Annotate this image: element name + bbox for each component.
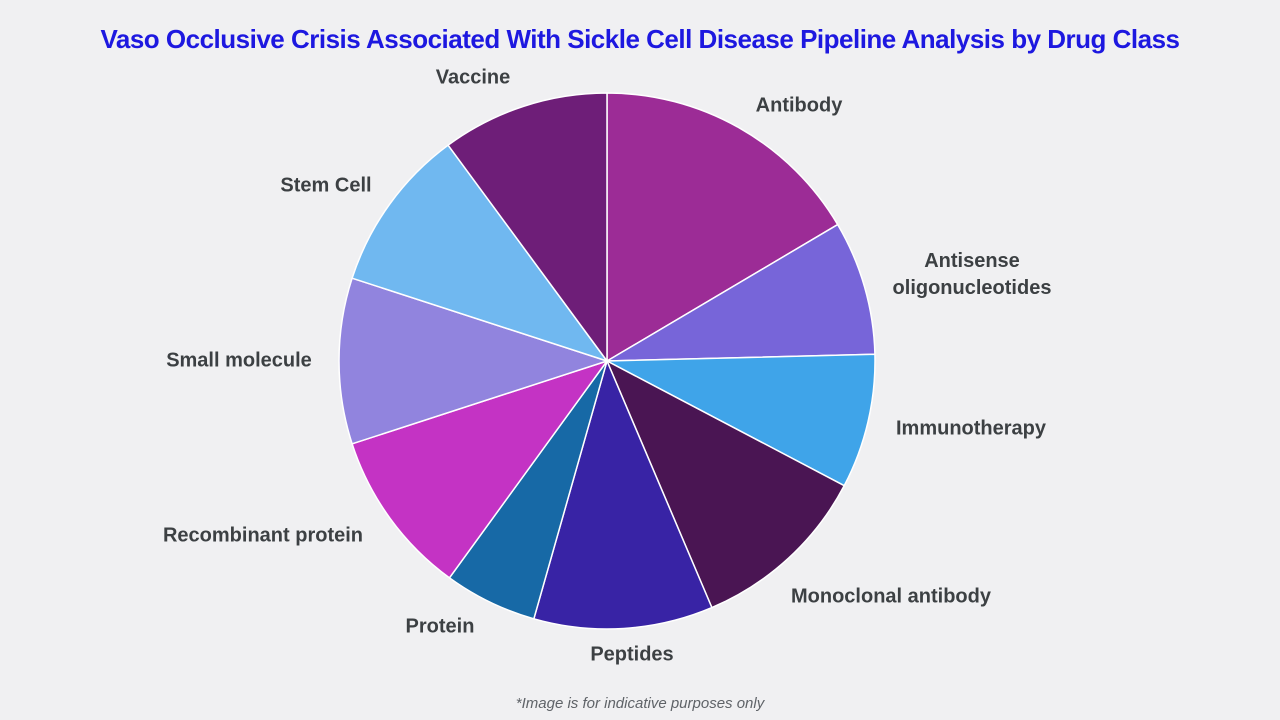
footnote: *Image is for indicative purposes only (515, 695, 765, 712)
slice-label-peptides: Peptides (590, 643, 674, 666)
pie-slice-small-molecule (338, 277, 608, 445)
slice-label-recombinant-protein: Recombinant protein (162, 524, 363, 547)
pie-slice-antisense-oligonucleotides (606, 223, 876, 362)
pie-slice-antibody (606, 92, 839, 362)
pie-slice-vaccine (447, 92, 608, 362)
pie-slices-group (338, 92, 876, 630)
pie-slice-peptides (533, 360, 713, 630)
slice-label-vaccine: Vaccine (435, 66, 511, 89)
slice-label-small-molecule: Small molecule (166, 349, 312, 372)
slice-label-immunotherapy: Immunotherapy (895, 417, 1047, 440)
slice-label-stem-cell: Stem Cell (280, 174, 372, 197)
pie-slice-monoclonal-antibody (606, 360, 845, 609)
slice-label-monoclonal-antibody: Monoclonal antibody (791, 585, 991, 608)
chart-title: Vaso Occlusive Crisis Associated With Si… (100, 24, 1180, 54)
slice-label-antisense-oligonucleotides: Antisense oligonucleotides (892, 250, 1052, 299)
slice-label-antibody: Antibody (755, 94, 843, 117)
pie-slice-immunotherapy (606, 353, 876, 487)
pie-slice-stem-cell (351, 144, 608, 362)
slice-label-protein: Protein (405, 615, 475, 638)
pie-slice-recombinant-protein (351, 360, 608, 579)
